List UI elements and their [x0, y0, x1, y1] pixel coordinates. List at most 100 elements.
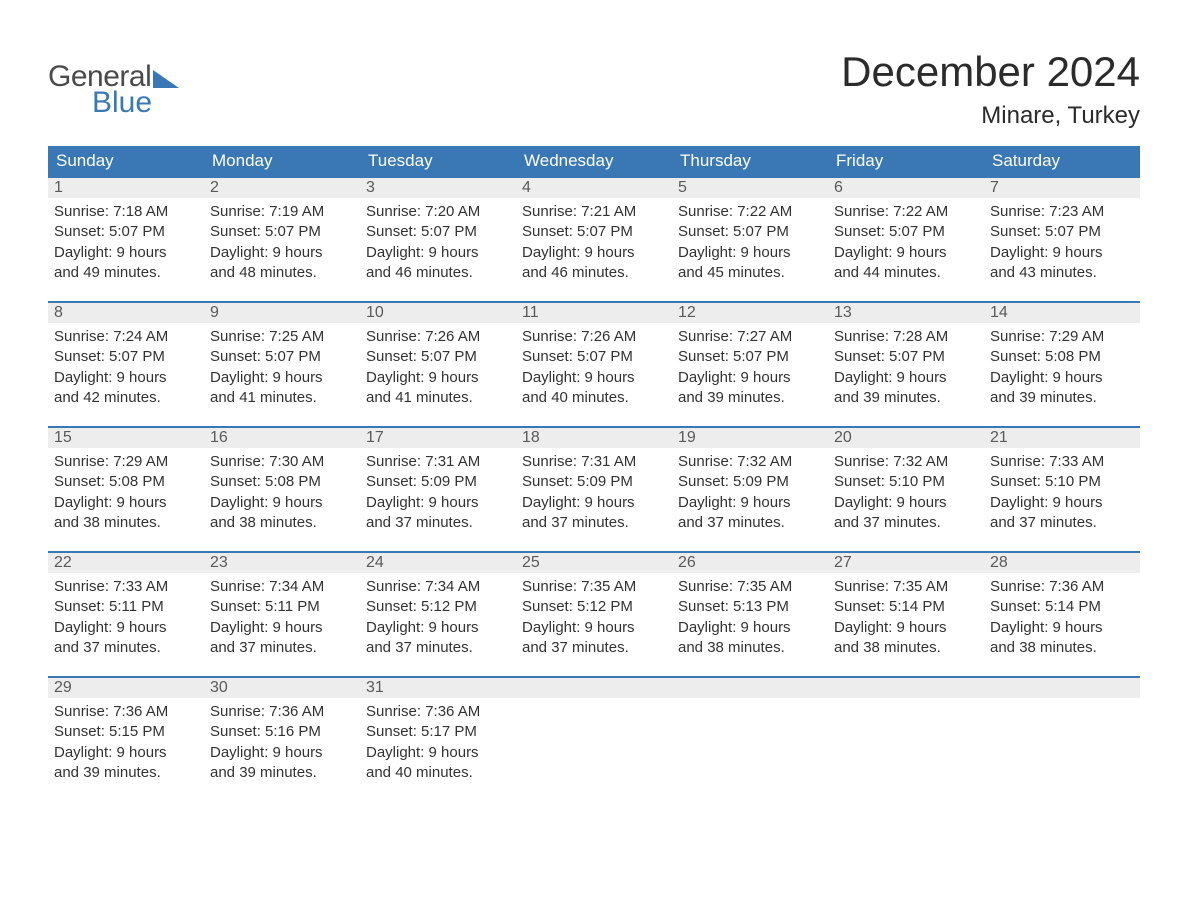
day-day2: and 37 minutes.: [522, 638, 666, 658]
day-body: Sunrise: 7:23 AMSunset: 5:07 PMDaylight:…: [984, 198, 1140, 283]
day-number: 30: [204, 678, 360, 698]
day-day1: Daylight: 9 hours: [54, 743, 198, 763]
day-cell: 10Sunrise: 7:26 AMSunset: 5:07 PMDayligh…: [360, 301, 516, 426]
day-number: 22: [48, 553, 204, 573]
day-day2: and 38 minutes.: [210, 513, 354, 533]
day-body: Sunrise: 7:22 AMSunset: 5:07 PMDaylight:…: [828, 198, 984, 283]
day-cell: 9Sunrise: 7:25 AMSunset: 5:07 PMDaylight…: [204, 301, 360, 426]
day-day2: and 46 minutes.: [522, 263, 666, 283]
month-title: December 2024: [841, 48, 1140, 96]
day-day1: Daylight: 9 hours: [210, 368, 354, 388]
day-day2: and 37 minutes.: [990, 513, 1134, 533]
day-number: 28: [984, 553, 1140, 573]
day-sunrise: Sunrise: 7:32 AM: [834, 452, 978, 472]
day-sunset: Sunset: 5:07 PM: [54, 222, 198, 242]
day-day2: and 46 minutes.: [366, 263, 510, 283]
day-sunrise: Sunrise: 7:31 AM: [366, 452, 510, 472]
day-number: 16: [204, 428, 360, 448]
day-day2: and 39 minutes.: [990, 388, 1134, 408]
day-cell: 30Sunrise: 7:36 AMSunset: 5:16 PMDayligh…: [204, 676, 360, 801]
day-day2: and 37 minutes.: [834, 513, 978, 533]
day-day1: Daylight: 9 hours: [54, 368, 198, 388]
day-number: 14: [984, 303, 1140, 323]
day-sunset: Sunset: 5:08 PM: [54, 472, 198, 492]
day-cell: 14Sunrise: 7:29 AMSunset: 5:08 PMDayligh…: [984, 301, 1140, 426]
day-number: 4: [516, 178, 672, 198]
weekday-header: Sunday: [48, 146, 204, 176]
day-body: Sunrise: 7:28 AMSunset: 5:07 PMDaylight:…: [828, 323, 984, 408]
day-body: Sunrise: 7:34 AMSunset: 5:11 PMDaylight:…: [204, 573, 360, 658]
day-day1: Daylight: 9 hours: [54, 618, 198, 638]
empty-daynum: [516, 678, 672, 698]
day-body: Sunrise: 7:27 AMSunset: 5:07 PMDaylight:…: [672, 323, 828, 408]
day-cell: 27Sunrise: 7:35 AMSunset: 5:14 PMDayligh…: [828, 551, 984, 676]
day-number: 19: [672, 428, 828, 448]
day-body: Sunrise: 7:36 AMSunset: 5:16 PMDaylight:…: [204, 698, 360, 783]
day-cell: 12Sunrise: 7:27 AMSunset: 5:07 PMDayligh…: [672, 301, 828, 426]
day-body: Sunrise: 7:20 AMSunset: 5:07 PMDaylight:…: [360, 198, 516, 283]
day-day1: Daylight: 9 hours: [990, 618, 1134, 638]
day-number: 26: [672, 553, 828, 573]
day-body: Sunrise: 7:32 AMSunset: 5:10 PMDaylight:…: [828, 448, 984, 533]
day-cell: 13Sunrise: 7:28 AMSunset: 5:07 PMDayligh…: [828, 301, 984, 426]
day-sunrise: Sunrise: 7:33 AM: [990, 452, 1134, 472]
day-body: Sunrise: 7:35 AMSunset: 5:12 PMDaylight:…: [516, 573, 672, 658]
weekday-header: Friday: [828, 146, 984, 176]
empty-daynum: [672, 678, 828, 698]
day-day1: Daylight: 9 hours: [210, 243, 354, 263]
day-sunset: Sunset: 5:12 PM: [366, 597, 510, 617]
day-sunset: Sunset: 5:10 PM: [990, 472, 1134, 492]
day-day1: Daylight: 9 hours: [366, 368, 510, 388]
day-sunset: Sunset: 5:07 PM: [522, 222, 666, 242]
weekday-header: Saturday: [984, 146, 1140, 176]
day-sunset: Sunset: 5:07 PM: [990, 222, 1134, 242]
day-sunset: Sunset: 5:15 PM: [54, 722, 198, 742]
day-sunset: Sunset: 5:16 PM: [210, 722, 354, 742]
day-body: Sunrise: 7:25 AMSunset: 5:07 PMDaylight:…: [204, 323, 360, 408]
day-day2: and 37 minutes.: [678, 513, 822, 533]
day-cell: 26Sunrise: 7:35 AMSunset: 5:13 PMDayligh…: [672, 551, 828, 676]
day-body: Sunrise: 7:18 AMSunset: 5:07 PMDaylight:…: [48, 198, 204, 283]
day-sunset: Sunset: 5:07 PM: [678, 347, 822, 367]
day-day1: Daylight: 9 hours: [678, 493, 822, 513]
day-cell: 22Sunrise: 7:33 AMSunset: 5:11 PMDayligh…: [48, 551, 204, 676]
day-day1: Daylight: 9 hours: [366, 743, 510, 763]
day-day1: Daylight: 9 hours: [834, 243, 978, 263]
day-sunset: Sunset: 5:14 PM: [834, 597, 978, 617]
day-body: Sunrise: 7:21 AMSunset: 5:07 PMDaylight:…: [516, 198, 672, 283]
day-number: 20: [828, 428, 984, 448]
day-sunset: Sunset: 5:11 PM: [54, 597, 198, 617]
day-sunrise: Sunrise: 7:21 AM: [522, 202, 666, 222]
day-body: Sunrise: 7:36 AMSunset: 5:17 PMDaylight:…: [360, 698, 516, 783]
day-body: Sunrise: 7:19 AMSunset: 5:07 PMDaylight:…: [204, 198, 360, 283]
day-day1: Daylight: 9 hours: [522, 618, 666, 638]
day-sunrise: Sunrise: 7:19 AM: [210, 202, 354, 222]
day-number: 31: [360, 678, 516, 698]
day-cell: 28Sunrise: 7:36 AMSunset: 5:14 PMDayligh…: [984, 551, 1140, 676]
day-sunrise: Sunrise: 7:26 AM: [366, 327, 510, 347]
day-sunrise: Sunrise: 7:24 AM: [54, 327, 198, 347]
day-number: 3: [360, 178, 516, 198]
day-sunset: Sunset: 5:09 PM: [366, 472, 510, 492]
day-day2: and 37 minutes.: [210, 638, 354, 658]
day-body: Sunrise: 7:36 AMSunset: 5:15 PMDaylight:…: [48, 698, 204, 783]
day-number: 2: [204, 178, 360, 198]
day-sunrise: Sunrise: 7:27 AM: [678, 327, 822, 347]
day-sunrise: Sunrise: 7:18 AM: [54, 202, 198, 222]
day-day1: Daylight: 9 hours: [210, 743, 354, 763]
day-sunset: Sunset: 5:09 PM: [522, 472, 666, 492]
day-number: 13: [828, 303, 984, 323]
day-day2: and 37 minutes.: [522, 513, 666, 533]
day-sunset: Sunset: 5:07 PM: [834, 222, 978, 242]
day-number: 29: [48, 678, 204, 698]
day-body: Sunrise: 7:26 AMSunset: 5:07 PMDaylight:…: [360, 323, 516, 408]
day-day2: and 39 minutes.: [54, 763, 198, 783]
day-body: Sunrise: 7:29 AMSunset: 5:08 PMDaylight:…: [984, 323, 1140, 408]
day-sunset: Sunset: 5:12 PM: [522, 597, 666, 617]
empty-cell: [984, 676, 1140, 801]
day-day1: Daylight: 9 hours: [54, 493, 198, 513]
empty-cell: [672, 676, 828, 801]
day-day2: and 39 minutes.: [678, 388, 822, 408]
day-cell: 17Sunrise: 7:31 AMSunset: 5:09 PMDayligh…: [360, 426, 516, 551]
day-sunrise: Sunrise: 7:28 AM: [834, 327, 978, 347]
